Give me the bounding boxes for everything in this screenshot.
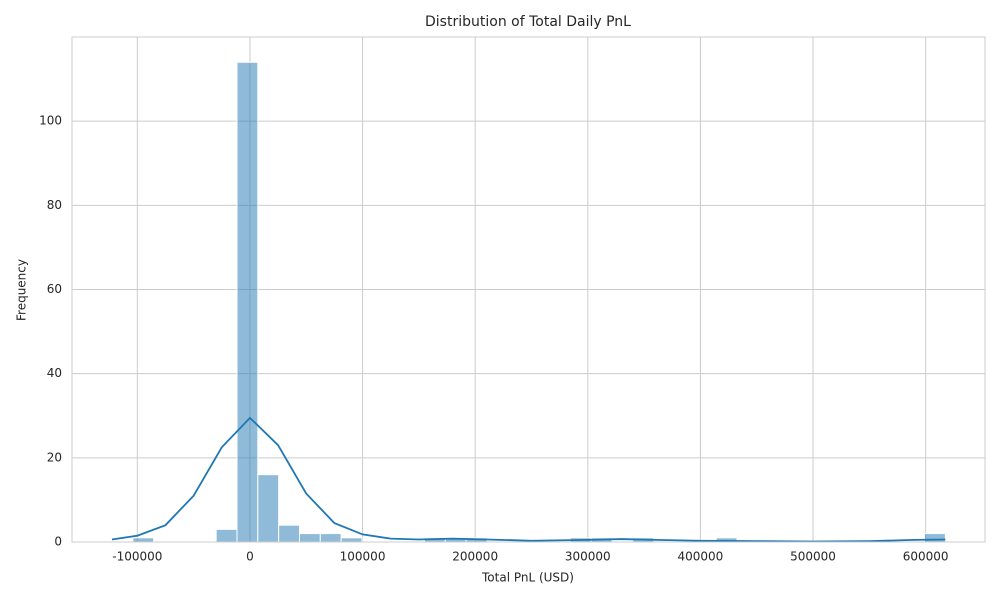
y-tick-label: 60 [47,282,62,296]
y-tick-label: 40 [47,366,62,380]
x-tick-label: 500000 [790,550,836,564]
bar [298,533,321,543]
y-tick-label: 100 [39,114,62,128]
chart-title: Distribution of Total Daily PnL [425,14,631,30]
x-tick-label: 600000 [903,550,949,564]
kde-line [111,416,946,543]
x-tick-label: 200000 [452,550,498,564]
bar [257,474,280,543]
x-tick-label: 0 [246,550,254,564]
y-tick-label: 20 [47,450,62,464]
x-tick-label: 400000 [678,550,724,564]
y-tick-label: 80 [47,198,62,212]
x-tick-label: -100000 [112,550,162,564]
plot-frame [71,36,986,543]
bar [340,537,363,543]
y-axis-label: Frequency [15,259,29,321]
bar [924,533,946,543]
x-tick-label: 100000 [340,550,386,564]
y-tick-label: 0 [54,535,62,549]
bar [215,528,238,543]
x-tick-label: 300000 [565,550,611,564]
bar [319,533,342,543]
bar [236,61,259,543]
bar [132,537,155,543]
bar [278,524,300,543]
x-axis-label: Total PnL (USD) [481,571,574,585]
